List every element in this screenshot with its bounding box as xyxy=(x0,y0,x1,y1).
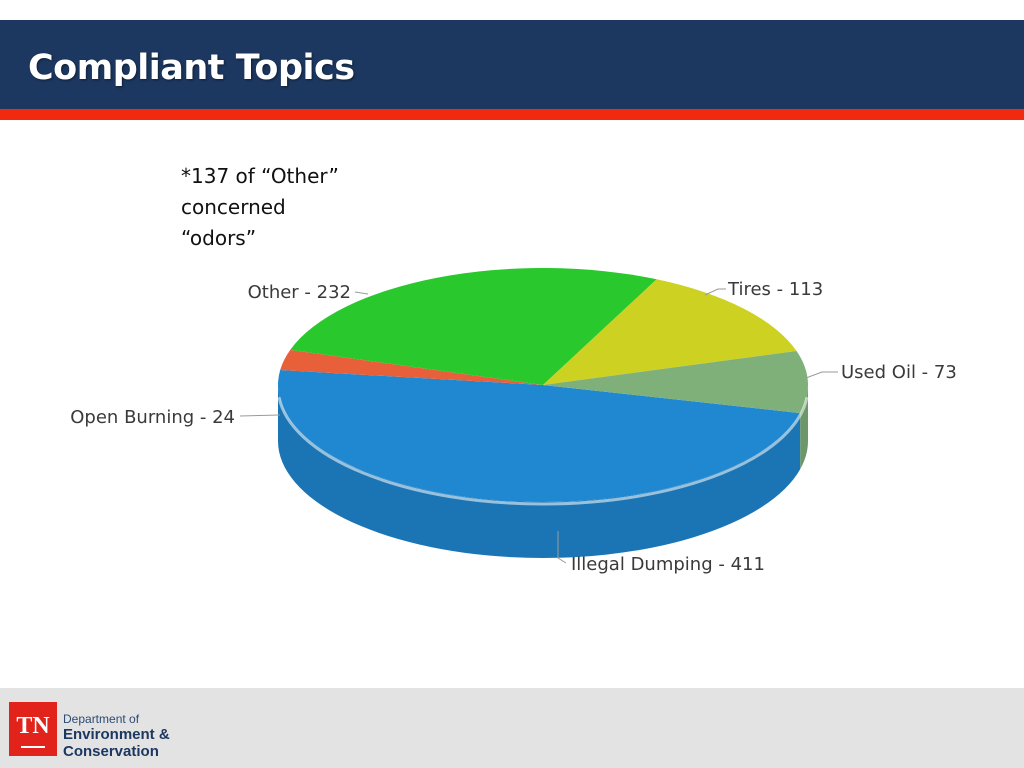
accent-bar xyxy=(0,109,1024,120)
pie-slice-used-oil xyxy=(543,350,809,414)
pie-slice-tires xyxy=(543,279,797,385)
leader-line-other xyxy=(354,291,369,295)
data-label-open-burning: Open Burning - 24 xyxy=(70,407,235,428)
data-label-used-oil: Used Oil - 73 xyxy=(841,362,957,383)
dept-line-3: Conservation xyxy=(63,743,159,760)
leader-line-used-oil xyxy=(805,371,838,379)
pie-side-illegal-dumping xyxy=(278,385,801,559)
leader-line-illegal-dumping xyxy=(557,531,567,564)
slide-title: Compliant Topics xyxy=(28,48,355,88)
tn-logo: TN xyxy=(9,702,57,756)
pie-top xyxy=(278,268,809,503)
pie-chart: Illegal Dumping - 411 Open Burning - 24 Ot… xyxy=(70,268,957,575)
leader-line-tires xyxy=(704,288,726,296)
pie-labels: Illegal Dumping - 411 Open Burning - 24 Ot… xyxy=(70,279,957,575)
pie-rim-highlight xyxy=(277,396,809,506)
department-name: Department of Environment & Conservation xyxy=(63,712,170,760)
dept-line-2: Environment & xyxy=(63,726,170,743)
data-label-tires: Tires - 113 xyxy=(727,279,823,300)
footnote-line-1: *137 of “Other” xyxy=(181,164,339,188)
footnote-line-2: concerned xyxy=(181,195,286,219)
logo-text: TN xyxy=(16,713,50,739)
footnote-text: *137 of “Other” concerned “odors” xyxy=(181,161,401,254)
data-label-other: Other - 232 xyxy=(248,282,351,303)
pie-slice-open-burning xyxy=(280,349,543,385)
dept-line-1: Department of xyxy=(63,712,140,726)
pie-slice-illegal-dumping xyxy=(278,370,801,503)
data-label-illegal-dumping: Illegal Dumping - 411 xyxy=(571,554,765,575)
pie-slice-other xyxy=(290,268,657,385)
leader-line-open-burning xyxy=(239,414,281,417)
title-bar xyxy=(0,20,1024,109)
footnote-line-3: “odors” xyxy=(181,226,257,250)
logo-underline xyxy=(21,746,45,748)
footer-bar xyxy=(0,688,1024,768)
